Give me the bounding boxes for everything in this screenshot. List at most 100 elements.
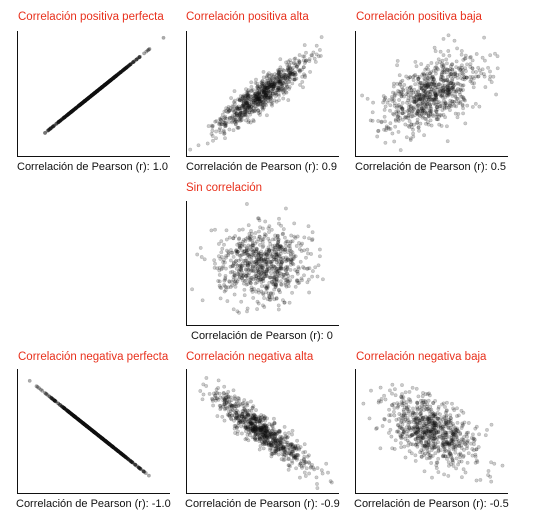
scatter-point xyxy=(261,75,266,80)
scatter-point xyxy=(89,427,93,432)
scatter-point xyxy=(86,96,91,101)
scatter-point xyxy=(308,70,313,74)
scatter-point xyxy=(84,97,89,102)
scatter-point xyxy=(406,429,410,434)
scatter-point xyxy=(93,430,98,435)
scatter-point xyxy=(255,85,259,90)
scatter-point xyxy=(246,267,250,272)
scatter-point xyxy=(423,93,428,98)
scatter-point xyxy=(253,260,258,265)
scatter-point xyxy=(267,440,271,445)
scatter-point xyxy=(292,73,297,78)
scatter-point xyxy=(227,280,232,284)
scatter-point xyxy=(433,49,438,53)
scatter-point xyxy=(262,89,267,94)
scatter-point xyxy=(270,80,275,85)
scatter-point xyxy=(73,415,78,420)
scatter-point xyxy=(240,114,245,119)
scatter-point xyxy=(269,434,274,438)
scatter-point xyxy=(262,427,267,431)
scatter-point xyxy=(242,258,246,263)
scatter-point xyxy=(401,413,406,418)
scatter-point xyxy=(256,272,261,277)
scatter-point xyxy=(109,77,114,82)
scatter-point xyxy=(229,403,234,408)
scatter-point xyxy=(420,106,424,110)
scatter-point xyxy=(60,404,65,409)
scatter-point xyxy=(459,69,464,73)
scatter-point xyxy=(309,53,314,58)
scatter-point xyxy=(268,77,272,82)
scatter-point xyxy=(430,112,435,117)
scatter-point xyxy=(56,119,61,124)
scatter-point xyxy=(104,439,109,444)
scatter-point xyxy=(60,117,64,122)
scatter-point xyxy=(406,109,410,113)
scatter-point xyxy=(409,434,413,438)
scatter-point xyxy=(219,122,224,127)
scatter-point xyxy=(130,460,135,465)
scatter-point xyxy=(262,105,266,110)
scatter-point xyxy=(274,430,278,435)
scatter-point xyxy=(261,270,266,275)
scatter-point xyxy=(444,93,449,98)
scatter-point xyxy=(261,84,265,89)
scatter-point xyxy=(275,85,280,90)
scatter-point xyxy=(283,235,287,240)
scatter-point xyxy=(396,92,401,96)
scatter-point xyxy=(458,455,463,460)
scatter-point xyxy=(420,416,425,420)
scatter-point xyxy=(263,439,267,444)
scatter-point xyxy=(122,454,127,459)
scatter-point xyxy=(255,92,260,96)
scatter-point xyxy=(426,442,430,447)
scatter-point xyxy=(121,453,126,458)
scatter-point xyxy=(274,448,279,453)
scatter-point xyxy=(226,251,231,256)
scatter-point xyxy=(286,74,291,78)
scatter-point xyxy=(412,411,417,416)
scatter-point xyxy=(413,431,418,435)
scatter-point xyxy=(260,437,265,442)
scatter-point xyxy=(443,424,448,429)
scatter-point xyxy=(79,420,84,424)
scatter-point xyxy=(394,111,399,116)
scatter-point xyxy=(126,457,131,462)
scatter-point xyxy=(246,261,250,266)
scatter-point xyxy=(267,85,271,89)
scatter-point xyxy=(253,436,258,441)
scatter-point xyxy=(277,93,281,98)
scatter-point xyxy=(288,464,292,469)
scatter-point xyxy=(109,443,114,448)
scatter-point xyxy=(246,263,251,268)
scatter-point xyxy=(60,404,64,409)
scatter-point xyxy=(247,103,252,107)
scatter-point xyxy=(425,120,430,125)
scatter-point xyxy=(235,279,240,284)
scatter-point xyxy=(265,429,270,434)
scatter-point xyxy=(403,455,408,460)
scatter-point xyxy=(447,441,452,446)
scatter-point xyxy=(416,434,421,439)
scatter-point xyxy=(451,74,456,79)
scatter-point xyxy=(434,71,438,76)
scatter-point xyxy=(247,419,252,423)
scatter-point xyxy=(252,426,257,431)
scatter-point xyxy=(80,101,84,106)
scatter-point xyxy=(110,444,115,449)
scatter-point xyxy=(430,418,434,423)
pearson-r-value: -1.0 xyxy=(151,498,171,510)
scatter-point xyxy=(396,130,401,134)
scatter-point xyxy=(470,447,475,451)
scatter-point xyxy=(77,103,81,108)
scatter-point xyxy=(88,426,93,431)
scatter-point xyxy=(468,79,473,84)
scatter-point xyxy=(253,433,257,438)
scatter-point xyxy=(429,461,434,465)
scatter-point xyxy=(292,72,297,77)
scatter-point xyxy=(392,112,396,117)
scatter-point xyxy=(235,425,239,430)
scatter-point xyxy=(416,103,421,108)
scatter-point xyxy=(79,102,83,106)
scatter-point xyxy=(253,428,258,432)
